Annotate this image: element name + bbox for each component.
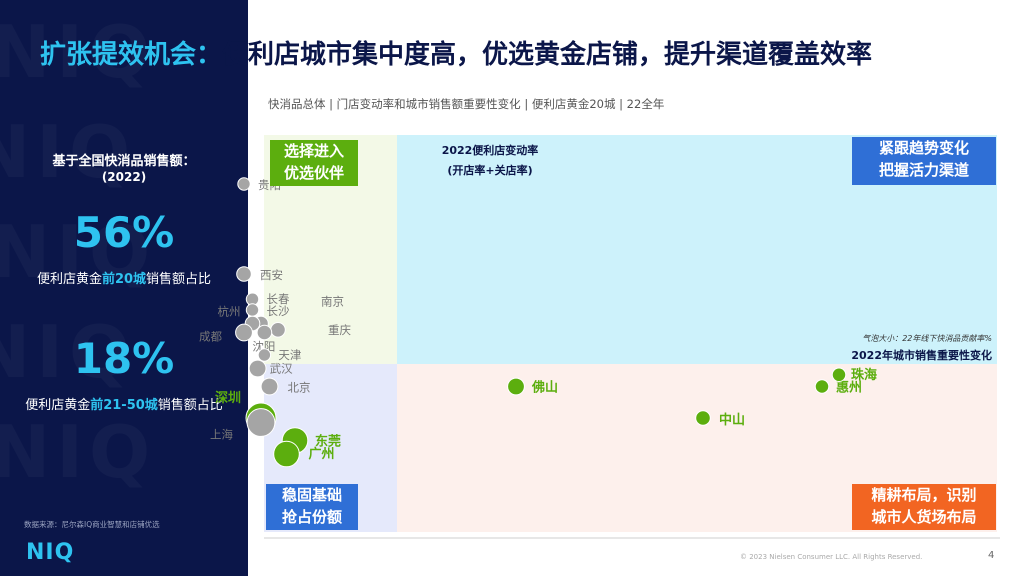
quadrant-tag-bottom-left: 稳固基础 抢占份额	[266, 484, 358, 530]
points-layer: 贵阳西安长春长沙南京杭州重庆成都沈阳天津武汉北京深圳上海东莞广州佛山中山惠州珠海	[199, 177, 877, 468]
x-axis-label: 2022年城市销售重要性变化	[851, 349, 992, 362]
bubble-point	[236, 266, 252, 282]
bubble-label: 西安	[260, 268, 283, 282]
bubble-label: 重庆	[328, 323, 351, 337]
stat1-caption-highlight: 前20城	[101, 272, 147, 287]
bubble-label: 长春	[267, 292, 290, 306]
quadrant-tag-line: 把握活力渠道	[878, 161, 969, 179]
quadrant-tag-bottom-right: 精耕布局，识别 城市人货场布局	[852, 484, 996, 530]
bubble-label: 佛山	[531, 380, 558, 396]
copyright: © 2023 Nielsen Consumer LLC. All Rights …	[740, 553, 923, 561]
page-title: 扩张提效机会：便利店城市集中度高，优选黄金店铺，提升渠道覆盖效率	[40, 34, 872, 71]
quadrant-tag-line: 紧跟趋势变化	[878, 139, 969, 157]
bubble-point	[507, 377, 525, 396]
quadrant-tag-line: 优选伙伴	[283, 164, 344, 182]
stat1-caption-pre: 便利店黄金	[36, 272, 102, 287]
quadrant-tag-line: 稳固基础	[281, 486, 342, 504]
bubble-label: 天津	[278, 348, 301, 362]
stat1-caption: 便利店黄金前20城销售额占比	[0, 268, 248, 287]
y-axis-label-line: (开店率+关店率)	[447, 164, 533, 177]
quadrant-tag-line: 选择进入	[283, 142, 344, 160]
bubble-label: 南京	[321, 295, 344, 309]
stat2-caption-post: 销售额占比	[157, 398, 223, 413]
bubble-point	[831, 367, 847, 383]
bubble-label: 广州	[309, 446, 335, 462]
bubble-label: 北京	[288, 381, 311, 395]
bubble-label: 杭州	[218, 305, 241, 319]
bubble-label: 中山	[719, 412, 745, 428]
bubble-point	[695, 410, 711, 426]
bubble-point	[270, 322, 286, 338]
quadrant-tag-line: 城市人货场布局	[871, 508, 977, 526]
stat2-caption-pre: 便利店黄金	[25, 398, 91, 413]
bubble-point	[246, 408, 276, 437]
page-number: 4	[988, 550, 995, 561]
bubble-label: 长沙	[267, 304, 290, 318]
bubble-size-note: 气泡大小：22年线下快消品贡献率%	[862, 334, 992, 343]
title-main: 便利店城市集中度高，优选黄金店铺，提升渠道覆盖效率	[222, 40, 873, 70]
bubble-point	[237, 177, 251, 191]
quadrant-tag-top-left: 选择进入 优选伙伴	[270, 140, 358, 186]
bubble-point	[245, 303, 260, 317]
quadrant-tag-top-right: 紧跟趋势变化 把握活力渠道	[852, 137, 996, 185]
bubble-point	[248, 359, 267, 378]
sidebar-heading-year: (2022)	[101, 170, 147, 184]
bubble-point	[260, 377, 279, 396]
bubble-label: 武汉	[270, 362, 293, 376]
bubble-label: 沈阳	[252, 340, 275, 354]
bubble-label: 成都	[199, 330, 222, 344]
bubble-point	[235, 323, 253, 342]
stat2-value: 18%	[73, 334, 175, 383]
title-accent: 扩张提效机会：	[40, 40, 223, 70]
bubble-label: 东莞	[315, 434, 341, 450]
sidebar: NIQ NIQ NIQ NIQ NIQ 基于全国快消品销售额： (2022) 5…	[0, 0, 248, 576]
data-source: 数据来源：尼尔森IQ商业智慧和店铺优选	[24, 520, 160, 529]
stat1-value: 56%	[73, 208, 175, 257]
bubble-label: 深圳	[215, 390, 241, 406]
quadrant-tag-line: 精耕布局，识别	[871, 486, 977, 504]
y-axis-label-line: 2022便利店变动率	[441, 144, 539, 157]
bubble-point	[814, 379, 830, 394]
bubble-label: 惠州	[836, 380, 862, 396]
bubble-point	[273, 440, 300, 468]
stat1-caption-post: 销售额占比	[146, 272, 212, 287]
quadrant-tag-line: 抢占份额	[281, 508, 342, 526]
stat2-caption: 便利店黄金前21-50城销售额占比	[0, 394, 248, 413]
bubble-label: 上海	[210, 428, 233, 442]
stat2-caption-highlight: 前21-50城	[90, 398, 158, 413]
niq-logo: NIQ	[26, 540, 75, 565]
bubble-point	[256, 324, 273, 341]
bubble-point	[257, 348, 272, 362]
page-subtitle: 快消品总体 | 门店变动率和城市销售额重要性变化 | 便利店黄金20城 | 22…	[268, 97, 665, 111]
bubble-label: 珠海	[851, 367, 877, 383]
sidebar-heading: 基于全国快消品销售额：	[52, 154, 196, 169]
y-axis-label: 2022便利店变动率 (开店率+关店率)	[420, 142, 560, 178]
